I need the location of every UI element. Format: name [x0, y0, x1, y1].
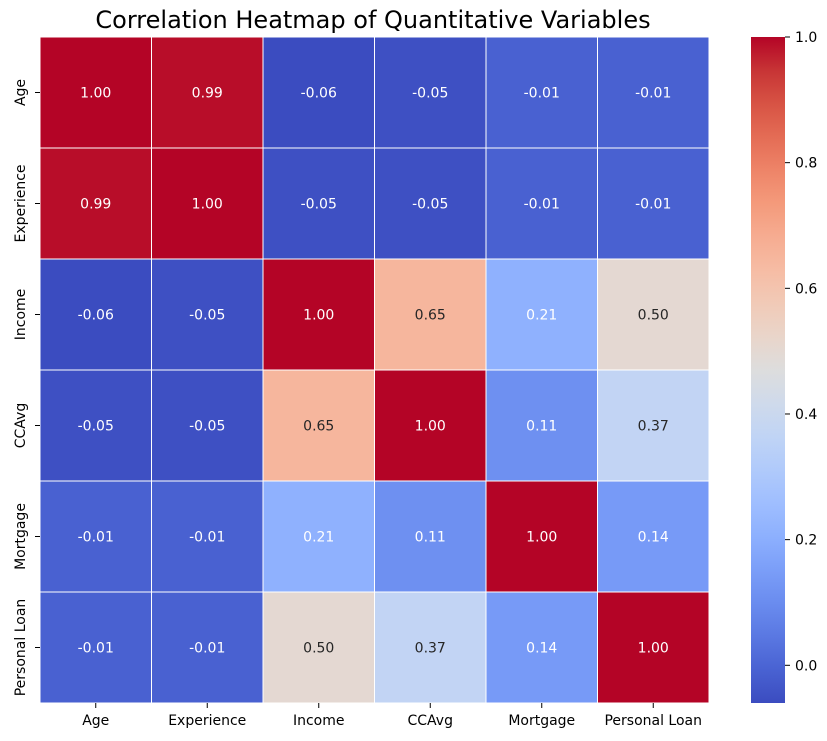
- heatmap-cell: [262, 369, 375, 482]
- x-tick-label: Mortgage: [508, 713, 575, 729]
- cell-value-label: 0.99: [192, 86, 223, 102]
- heatmap-cells: [39, 36, 710, 704]
- y-axis: Age Experience Income CCAvg Mortgage Personal…: [13, 79, 40, 696]
- cell-value-label: -0.05: [189, 419, 225, 435]
- heatmap-cell: [485, 591, 598, 704]
- cell-value-label: 0.65: [415, 308, 446, 324]
- cell-value-label: 1.00: [80, 86, 111, 102]
- heatmap-cell: [597, 369, 710, 482]
- colorbar-tick-label: 0.4: [795, 407, 817, 423]
- heatmap-cell-labels: 1.00 0.99 -0.06 -0.05 -0.01 -0.01 0.99 1.00 -0.0…: [78, 86, 672, 657]
- heatmap-cell: [39, 591, 152, 704]
- y-tick-label: Experience: [13, 164, 29, 242]
- cell-value-label: 0.37: [638, 419, 669, 435]
- heatmap-cell: [39, 480, 152, 593]
- heatmap-cell: [262, 480, 375, 593]
- colorbar-gradient: [751, 37, 785, 703]
- cell-value-label: -0.05: [189, 308, 225, 324]
- cell-value-label: 1.00: [303, 308, 334, 324]
- heatmap-cell: [597, 258, 710, 371]
- heatmap-cell: [151, 147, 264, 260]
- x-tick-label: Personal Loan: [604, 713, 702, 729]
- y-tick-label: Age: [13, 79, 29, 106]
- heatmap-cell: [374, 258, 487, 371]
- colorbar-tick-label: 0.6: [795, 281, 817, 297]
- heatmap-cell: [485, 480, 598, 593]
- heatmap-cell: [485, 36, 598, 149]
- cell-value-label: 0.50: [638, 308, 669, 324]
- heatmap-cell: [262, 258, 375, 371]
- colorbar-tick-label: 0.8: [795, 156, 817, 172]
- heatmap-cell: [151, 258, 264, 371]
- cell-value-label: -0.01: [635, 197, 671, 213]
- heatmap-cell: [597, 591, 710, 704]
- cell-value-label: 0.21: [526, 308, 557, 324]
- heatmap-cell: [485, 369, 598, 482]
- y-tick-label: Mortgage: [13, 503, 29, 570]
- cell-value-label: -0.06: [301, 86, 337, 102]
- x-axis: Age Experience Income CCAvg Mortgage Personal…: [82, 703, 702, 729]
- cell-value-label: -0.01: [524, 86, 560, 102]
- cell-value-label: -0.01: [78, 641, 114, 657]
- heatmap-cell: [374, 36, 487, 149]
- x-tick-label: Income: [293, 713, 345, 729]
- cell-value-label: 1.00: [415, 419, 446, 435]
- cell-value-label: 0.14: [526, 641, 557, 657]
- heatmap-cell: [151, 36, 264, 149]
- cell-value-label: -0.06: [78, 308, 114, 324]
- cell-value-label: 0.65: [303, 419, 334, 435]
- cell-value-label: 0.99: [80, 197, 111, 213]
- cell-value-label: 1.00: [526, 530, 557, 546]
- cell-value-label: 0.50: [303, 641, 334, 657]
- chart-title: Correlation Heatmap of Quantitative Vari…: [95, 6, 650, 34]
- y-tick-label: Personal Loan: [13, 599, 29, 697]
- cell-value-label: 0.11: [415, 530, 446, 546]
- cell-value-label: -0.05: [412, 197, 448, 213]
- cell-value-label: -0.01: [524, 197, 560, 213]
- x-tick-label: Experience: [168, 713, 246, 729]
- cell-value-label: -0.05: [78, 419, 114, 435]
- cell-value-label: -0.05: [412, 86, 448, 102]
- heatmap-cell: [262, 36, 375, 149]
- heatmap-cell: [597, 480, 710, 593]
- colorbar-tick-label: 1.0: [795, 30, 817, 46]
- heatmap-cell: [39, 258, 152, 371]
- y-tick-label: Income: [13, 289, 29, 341]
- x-tick-label: CCAvg: [408, 713, 453, 729]
- cell-value-label: 0.21: [303, 530, 334, 546]
- cell-value-label: 1.00: [638, 641, 669, 657]
- colorbar-tick-label: 0.0: [795, 658, 817, 674]
- cell-value-label: 1.00: [192, 197, 223, 213]
- cell-value-label: 0.11: [526, 419, 557, 435]
- heatmap-cell: [151, 369, 264, 482]
- heatmap-cell: [374, 147, 487, 260]
- cell-value-label: -0.05: [301, 197, 337, 213]
- cell-value-label: 0.37: [415, 641, 446, 657]
- heatmap-cell: [485, 258, 598, 371]
- cell-value-label: -0.01: [635, 86, 671, 102]
- cell-value-label: -0.01: [189, 641, 225, 657]
- y-tick-label: CCAvg: [13, 403, 29, 448]
- colorbar-tick-label: 0.2: [795, 533, 817, 549]
- heatmap-cell: [374, 369, 487, 482]
- x-tick-label: Age: [82, 713, 109, 729]
- heatmap-cell: [39, 36, 152, 149]
- heatmap-cell: [39, 369, 152, 482]
- cell-value-label: -0.01: [78, 530, 114, 546]
- heatmap-cell: [597, 147, 710, 260]
- cell-value-label: -0.01: [189, 530, 225, 546]
- cell-value-label: 0.14: [638, 530, 669, 546]
- colorbar: 0.0 0.2 0.4 0.6 0.8 1.0: [751, 30, 817, 703]
- heatmap-cell: [597, 36, 710, 149]
- heatmap-cell: [374, 480, 487, 593]
